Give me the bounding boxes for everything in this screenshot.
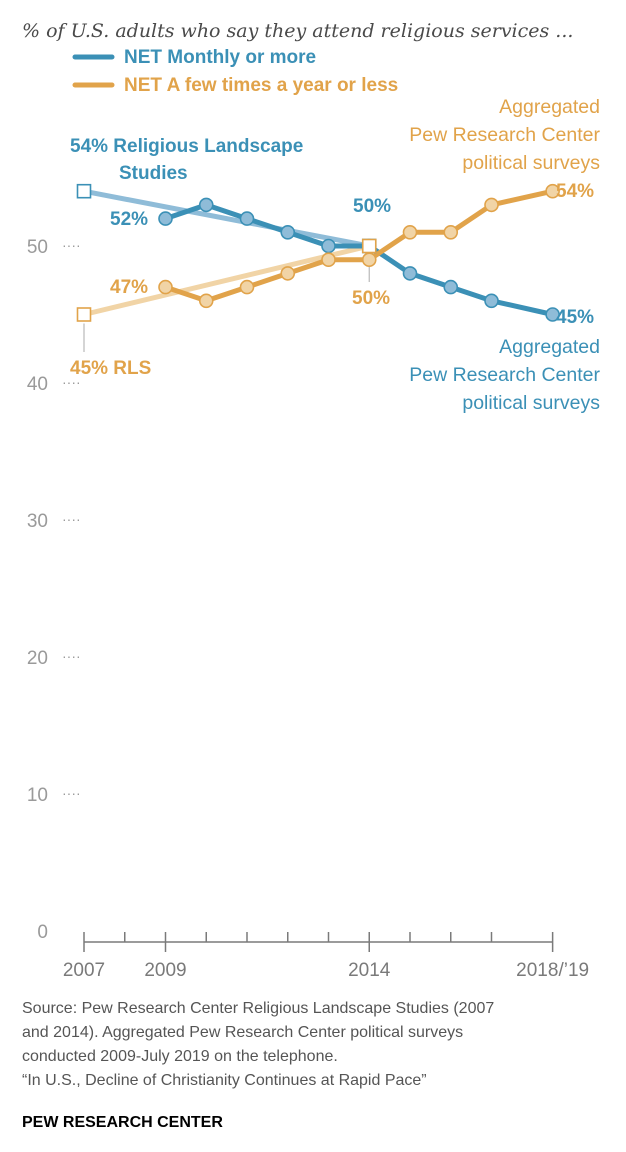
label-few-2009: 47% (110, 277, 148, 298)
point-few-times (443, 225, 459, 240)
label-few-2007: 45% RLS (70, 358, 151, 379)
point-few-times (239, 279, 255, 295)
rls-point-few-times (361, 238, 377, 254)
y-tick-dots: ···· (62, 237, 81, 253)
point-few-times (545, 183, 560, 199)
x-tick-label: 2014 (348, 960, 391, 981)
survey-line-few-times (163, 188, 556, 304)
x-axis: 2007 2009 2014 2018/’19 (63, 932, 589, 981)
annotation-monthly-line-2: Pew Research Center (409, 364, 600, 386)
y-axis: 0 10 ···· 20 ···· 30 ···· 40 ···· 50 ···· (27, 237, 81, 943)
x-tick-label: 2009 (144, 960, 186, 981)
label-few-2014: 50% (352, 288, 390, 309)
point-few-times (361, 252, 377, 268)
survey-lines (163, 188, 556, 317)
label-monthly-2007: 54% Religious Landscape (70, 136, 303, 157)
y-tick-label: 10 (27, 785, 48, 806)
point-few-times (484, 197, 499, 213)
point-few-times (198, 293, 214, 309)
chart-title: % of U.S. adults who say they attend rel… (22, 20, 573, 42)
point-monthly (484, 293, 499, 309)
point-monthly (280, 225, 296, 240)
label-monthly-2014: 50% (353, 196, 391, 217)
point-monthly (158, 211, 173, 226)
annotation-monthly-line-1: Aggregated (499, 336, 600, 358)
source-note: Source: Pew Research Center Religious La… (22, 1000, 494, 1089)
y-tick-dots: ···· (62, 374, 81, 390)
y-tick-label: 40 (27, 374, 48, 395)
point-few-times (280, 266, 296, 281)
y-tick-label: 20 (27, 648, 48, 669)
annotation-monthly-surveys: Aggregated Pew Research Center political… (409, 336, 600, 414)
point-monthly (198, 197, 214, 213)
label-monthly-end: 45% (556, 307, 594, 328)
x-tick-label: 2018/’19 (516, 960, 589, 981)
x-tick-label: 2007 (63, 960, 105, 981)
survey-line-monthly (163, 202, 556, 317)
point-few-times (402, 225, 418, 240)
point-monthly (239, 211, 255, 226)
annotation-monthly-line-3: political surveys (462, 392, 600, 414)
rls-line-monthly (81, 188, 372, 249)
data-labels: 54% Religious Landscape Studies 52% 50% … (70, 136, 594, 379)
y-tick-label: 0 (37, 922, 48, 943)
rls-point-monthly (76, 183, 92, 199)
point-monthly (443, 279, 459, 295)
y-tick-dots: ···· (62, 511, 81, 527)
source-line-1: Source: Pew Research Center Religious La… (22, 1000, 494, 1017)
label-monthly-2007-line2: Studies (119, 163, 188, 184)
point-monthly (545, 307, 560, 322)
markers (76, 183, 560, 322)
source-line-2: and 2014). Aggregated Pew Research Cente… (22, 1024, 463, 1041)
brand-logo-text: PEW RESEARCH CENTER (22, 1114, 223, 1131)
y-tick-label: 50 (27, 237, 48, 258)
legend: NET Monthly or more NET A few times a ye… (72, 47, 398, 96)
legend-label-few-times: NET A few times a year or less (124, 75, 398, 96)
y-tick-label: 30 (27, 511, 48, 532)
source-line-4: “In U.S., Decline of Christianity Contin… (22, 1072, 427, 1089)
legend-label-monthly: NET Monthly or more (124, 47, 316, 68)
y-tick-dots: ···· (62, 785, 81, 801)
label-monthly-2009: 52% (110, 209, 148, 230)
source-line-3: conducted 2009-July 2019 on the telephon… (22, 1048, 338, 1065)
annotation-few-line-2: Pew Research Center (409, 124, 600, 146)
annotation-few-line-3: political surveys (462, 152, 600, 174)
point-few-times (158, 279, 173, 295)
annotation-few-surveys: Aggregated Pew Research Center political… (409, 96, 600, 174)
y-tick-dots: ···· (62, 648, 81, 664)
point-few-times (321, 252, 336, 268)
label-few-end: 54% (556, 181, 594, 202)
point-monthly (402, 266, 418, 281)
point-monthly (321, 238, 336, 254)
annotation-few-line-1: Aggregated (499, 96, 600, 118)
rls-point-few-times (76, 307, 92, 322)
